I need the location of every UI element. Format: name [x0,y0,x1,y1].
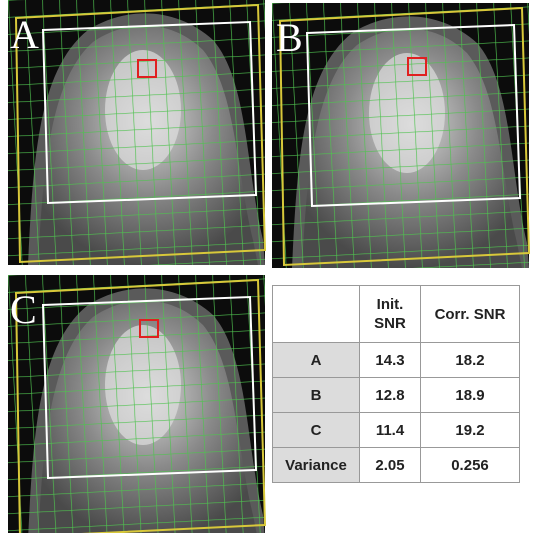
row-label: B [272,377,360,413]
header-row: Init. SNR Corr. SNR [272,285,520,343]
row-label: C [272,412,360,448]
cell: 19.2 [420,412,520,448]
roi [137,59,157,78]
panel-b: B [271,2,530,269]
cell: 0.256 [420,447,520,483]
roi [407,57,427,76]
header-cell: Corr. SNR [420,285,520,343]
row: Variance 2.05 0.256 [272,447,520,483]
header-cell: Init. SNR [359,285,421,343]
cell: 18.2 [420,342,520,378]
roi [139,319,159,338]
cell: 12.8 [359,377,421,413]
cell: 11.4 [359,412,421,448]
cell: 18.9 [420,377,520,413]
row: C 11.4 19.2 [272,412,520,448]
panel-a: A [7,0,266,266]
row-label: A [272,342,360,378]
cell: 2.05 [359,447,421,483]
panel-label: A [10,12,39,57]
row: A 14.3 18.2 [272,342,520,378]
snr-table: Init. SNR Corr. SNR A 14.3 18.2 B 12.8 1… [272,285,520,483]
panel-c: C [7,274,266,533]
row: B 12.8 18.9 [272,377,520,413]
panel-label: C [10,287,37,332]
cell: 14.3 [359,342,421,378]
row-label: Variance [272,447,360,483]
corner-cell [272,285,360,343]
panel-label: B [276,15,303,60]
